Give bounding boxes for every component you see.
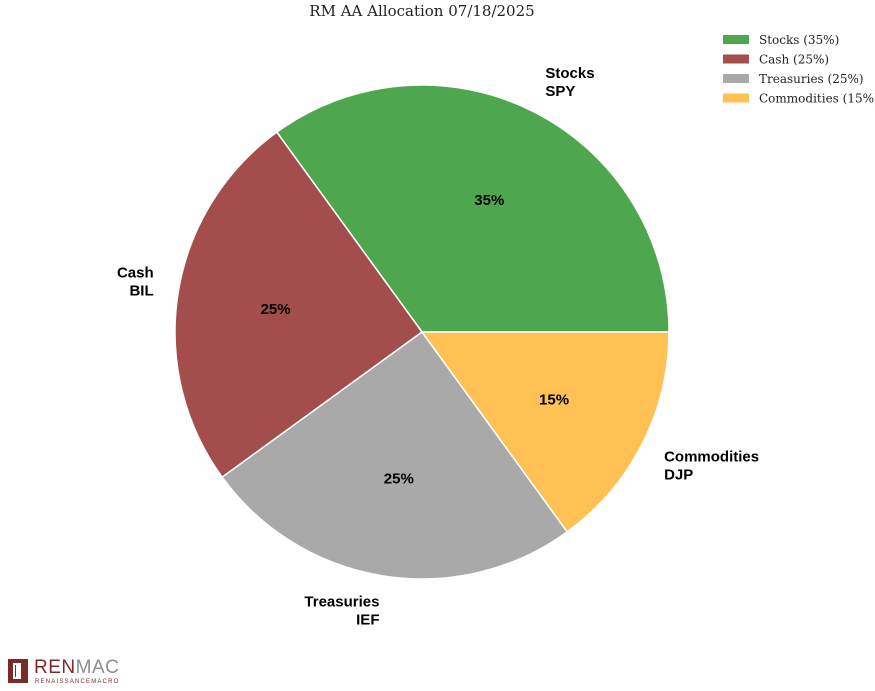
ticker-label-cash: BIL xyxy=(129,282,153,299)
pie-slice-treasuries xyxy=(221,330,569,580)
chart-title: RM AA Allocation 07/18/2025 xyxy=(309,2,534,20)
ticker-label-stocks: SPY xyxy=(545,83,575,100)
ticker-label-commodities: DJP xyxy=(664,466,693,483)
renmac-logo-mark-icon xyxy=(8,659,28,683)
legend-swatch-treasuries xyxy=(723,74,749,83)
legend-swatch-cash xyxy=(723,54,749,64)
pct-label-commodities: 15% xyxy=(539,391,569,408)
category-label-cash: Cash xyxy=(117,264,154,281)
logo-word-mac: MAC xyxy=(75,657,120,678)
legend-entry-cash: Cash (25%) xyxy=(759,53,829,67)
legend-entry-stocks: Stocks (35%) xyxy=(759,33,839,47)
legend-swatch-stocks xyxy=(723,35,749,44)
pct-label-treasuries: 25% xyxy=(384,470,414,487)
legend-entry-treasuries: Treasuries (25%) xyxy=(759,72,864,86)
category-label-stocks: Stocks xyxy=(545,65,594,82)
category-label-treasuries: Treasuries xyxy=(304,593,379,610)
renmac-logo: RENMAC RENAISSANCEMACRO xyxy=(8,657,128,687)
pie-slice-stocks xyxy=(275,84,670,333)
logo-subtitle: RENAISSANCEMACRO xyxy=(35,679,120,685)
pie-slice-commodities xyxy=(420,331,670,533)
pie-slice-cash xyxy=(174,131,424,479)
legend-entry-commodities: Commodities (15%) xyxy=(759,92,875,106)
logo-wordmark: RENMAC xyxy=(34,657,119,679)
pct-label-cash: 25% xyxy=(261,301,291,318)
pie-percentage-labels: 35% 25% 25% 15% xyxy=(261,192,569,487)
legend: Stocks (35%) Cash (25%) Treasuries (25%) Co… xyxy=(723,33,875,106)
logo-word-ren: REN xyxy=(34,657,76,678)
category-label-commodities: Commodities xyxy=(664,448,759,465)
pie-slices xyxy=(174,84,670,580)
pct-label-stocks: 35% xyxy=(474,192,504,209)
ticker-label-treasuries: IEF xyxy=(356,611,379,628)
legend-swatch-commodities xyxy=(723,93,749,103)
